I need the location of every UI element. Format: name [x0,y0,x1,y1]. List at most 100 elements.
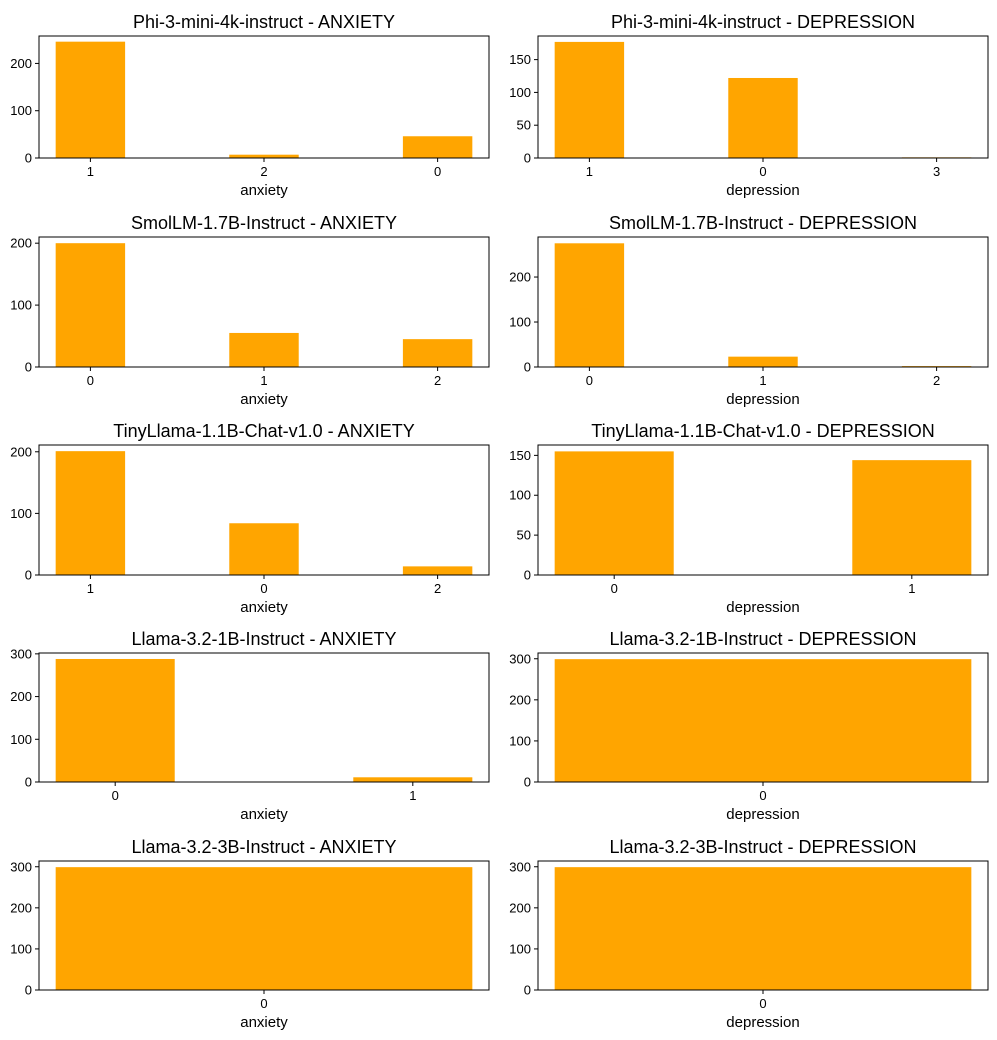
subplot-title: Phi-3-mini-4k-instruct - DEPRESSION [611,12,915,32]
y-tick-label: 200 [10,900,32,915]
y-tick-label: 0 [524,775,531,790]
bar-0 [229,523,299,575]
y-tick-label: 200 [10,56,32,71]
x-axis-label: anxiety [240,599,288,616]
subplot-6: 0 50 100 150 0 1 depression TinyLlama-1.1B-Chat… [509,421,989,616]
axes-frame [537,444,989,576]
x-tick-label: 0 [759,164,766,179]
y-tick-label: 100 [509,733,531,748]
x-tick-label: 0 [586,373,593,388]
y-tick-label: 100 [509,941,531,956]
x-axis-label: depression [726,806,799,823]
bar-2 [402,566,473,575]
y-tick-label: 0 [524,360,531,375]
subplot-title: Llama-3.2-3B-Instruct - DEPRESSION [609,837,916,857]
subplot-10: 0 100 200 300 0 depression Llama-3.2-3B-Instru… [509,837,989,1031]
x-tick-label: 0 [87,373,94,388]
subplot-3: 0 100 200 0 1 2 anxiety SmolLM-1.7B-Instruct - … [10,213,490,408]
y-tick-label: 200 [509,900,531,915]
x-tick-label: 2 [933,373,940,388]
bar-1 [353,777,473,782]
x-tick-label: 2 [434,581,441,596]
y-tick-label: 50 [517,118,531,133]
x-axis-label: depression [726,599,799,616]
x-tick-label: 1 [409,788,416,803]
x-axis-label: anxiety [240,391,288,408]
bar-0 [554,451,674,575]
x-tick-label: 0 [759,996,766,1011]
y-tick-label: 100 [10,941,32,956]
x-axis-label: anxiety [240,182,288,199]
y-tick-label: 0 [25,360,32,375]
x-tick-label: 0 [611,581,618,596]
y-tick-label: 200 [10,236,32,251]
x-tick-label: 3 [933,164,940,179]
bar-1 [728,356,798,367]
y-tick-label: 300 [509,859,531,874]
subplot-title: Llama-3.2-1B-Instruct - DEPRESSION [609,629,916,649]
x-tick-label: 1 [586,164,593,179]
y-tick-label: 0 [524,568,531,583]
y-tick-label: 0 [25,775,32,790]
subplot-title: SmolLM-1.7B-Instruct - ANXIETY [131,213,397,233]
x-tick-label: 0 [434,164,441,179]
y-tick-label: 150 [509,52,531,67]
subplot-title: TinyLlama-1.1B-Chat-v1.0 - DEPRESSION [591,421,934,441]
y-tick-label: 100 [10,103,32,118]
y-tick-label: 300 [509,651,531,666]
bar-0 [554,659,972,782]
y-tick-label: 200 [10,444,32,459]
y-tick-label: 100 [10,732,32,747]
y-tick-label: 200 [509,692,531,707]
bar-1 [229,332,299,367]
x-axis-label: depression [726,391,799,408]
bar-0 [55,867,473,990]
subplot-1: 0 100 200 1 2 0 anxiety Phi-3-mini-4k-instruct … [10,12,490,199]
y-tick-label: 100 [509,85,531,100]
y-tick-label: 100 [509,315,531,330]
bar-1 [554,41,625,158]
subplot-title: Phi-3-mini-4k-instruct - ANXIETY [133,12,395,32]
subplot-4: 0 100 200 0 1 2 depression SmolLM-1.7B-Instruct… [509,213,989,408]
bar-0 [55,658,175,782]
bar-2 [402,339,473,367]
bar-0 [554,867,972,990]
bar-0 [554,243,625,367]
bar-1 [55,41,126,158]
subplot-5: 0 100 200 1 0 2 anxiety TinyLlama-1.1B-Chat-v1.… [10,421,490,616]
subplot-8: 0 100 200 300 0 depression Llama-3.2-1B-Instru… [509,629,989,823]
y-tick-label: 200 [509,270,531,285]
x-tick-label: 2 [434,373,441,388]
axes-frame [38,652,490,783]
bar-0 [55,243,126,367]
x-axis-label: anxiety [240,1014,288,1031]
x-axis-label: anxiety [240,806,288,823]
y-tick-label: 0 [25,568,32,583]
x-tick-label: 0 [759,788,766,803]
bar-0 [728,77,798,158]
x-tick-label: 0 [260,996,267,1011]
subplot-title: SmolLM-1.7B-Instruct - DEPRESSION [609,213,917,233]
y-tick-label: 0 [524,983,531,998]
y-tick-label: 0 [524,151,531,166]
y-tick-label: 100 [10,298,32,313]
x-axis-label: depression [726,1014,799,1031]
y-tick-label: 0 [25,151,32,166]
bar-1 [852,460,972,575]
y-tick-label: 300 [10,646,32,661]
subplot-9: 0 100 200 300 0 anxiety Llama-3.2-3B-Instruct … [10,837,490,1031]
x-tick-label: 1 [908,581,915,596]
subplot-title: TinyLlama-1.1B-Chat-v1.0 - ANXIETY [113,421,414,441]
y-tick-label: 0 [25,983,32,998]
x-tick-label: 1 [759,373,766,388]
x-tick-label: 0 [260,581,267,596]
x-axis-label: depression [726,182,799,199]
subplot-title: Llama-3.2-3B-Instruct - ANXIETY [131,837,396,857]
x-tick-label: 0 [112,788,119,803]
x-tick-label: 1 [87,581,94,596]
subplot-7: 0 100 200 300 0 1 anxiety Llama-3.2-1B-Instruct… [10,629,490,823]
y-tick-label: 100 [509,488,531,503]
y-tick-label: 300 [10,859,32,874]
x-tick-label: 2 [260,164,267,179]
